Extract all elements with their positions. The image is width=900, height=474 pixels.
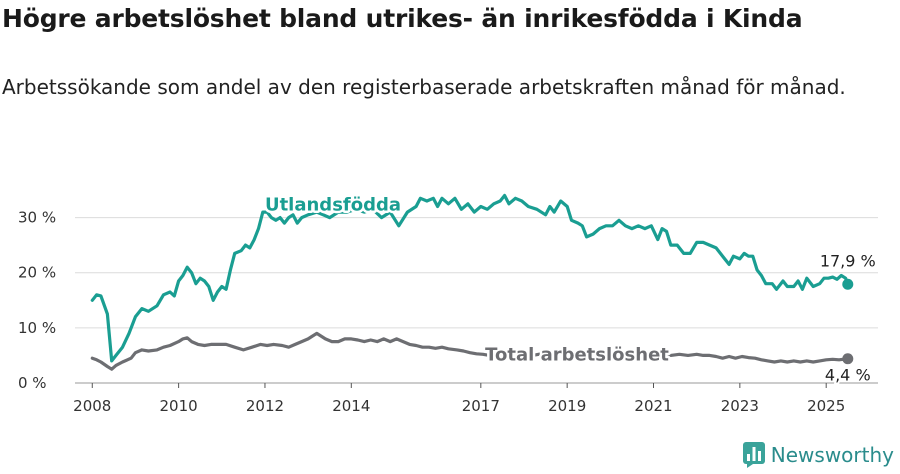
series-line-0 (90, 193, 850, 363)
series-name-label: Total arbetslöshet (485, 344, 669, 365)
x-tick-label: 2025 (807, 397, 845, 415)
x-tick-label: 2010 (160, 397, 198, 415)
x-tick-label: 2023 (721, 397, 759, 415)
x-tick-label: 2017 (462, 397, 500, 415)
x-tick-label: 2014 (332, 397, 370, 415)
series-labels: Utlandsfödda Total arbetslöshet 17,9 % 4,4 … (262, 192, 877, 387)
series-end-value-label: 17,9 % (820, 251, 876, 270)
bar-chart-logo-icon (742, 442, 765, 468)
y-tick-label: 10 % (18, 319, 56, 337)
x-tick-label: 2021 (634, 397, 672, 415)
x-tick-label: 2019 (548, 397, 586, 415)
series-name-label: Utlandsfödda (265, 194, 401, 215)
x-tick-label: 2012 (246, 397, 284, 415)
chart-title: Högre arbetslöshet bland utrikes- än inr… (2, 4, 803, 33)
chart-subtitle: Arbetssökande som andel av den registerb… (2, 75, 846, 99)
series-end-value-label: 4,4 % (825, 366, 871, 385)
x-tick-label: 2008 (73, 397, 111, 415)
series-lines (90, 193, 854, 371)
x-axis-ticks: 2008 2010 2012 2014 2017 2019 2021 2023 2025 (73, 383, 845, 415)
series-end-point-1 (842, 353, 854, 365)
brand-name: Newsworthy (770, 443, 894, 467)
y-axis-ticks: 0 % 10 % 20 % 30 % (18, 209, 56, 392)
y-tick-label: 30 % (18, 209, 56, 227)
y-tick-label: 0 % (18, 374, 47, 392)
grid-lines (75, 217, 878, 384)
series-line-1 (90, 331, 850, 371)
series-end-point-0 (842, 278, 854, 290)
newsworthy-logo: Newsworthy (742, 442, 894, 468)
y-tick-label: 20 % (18, 264, 56, 282)
